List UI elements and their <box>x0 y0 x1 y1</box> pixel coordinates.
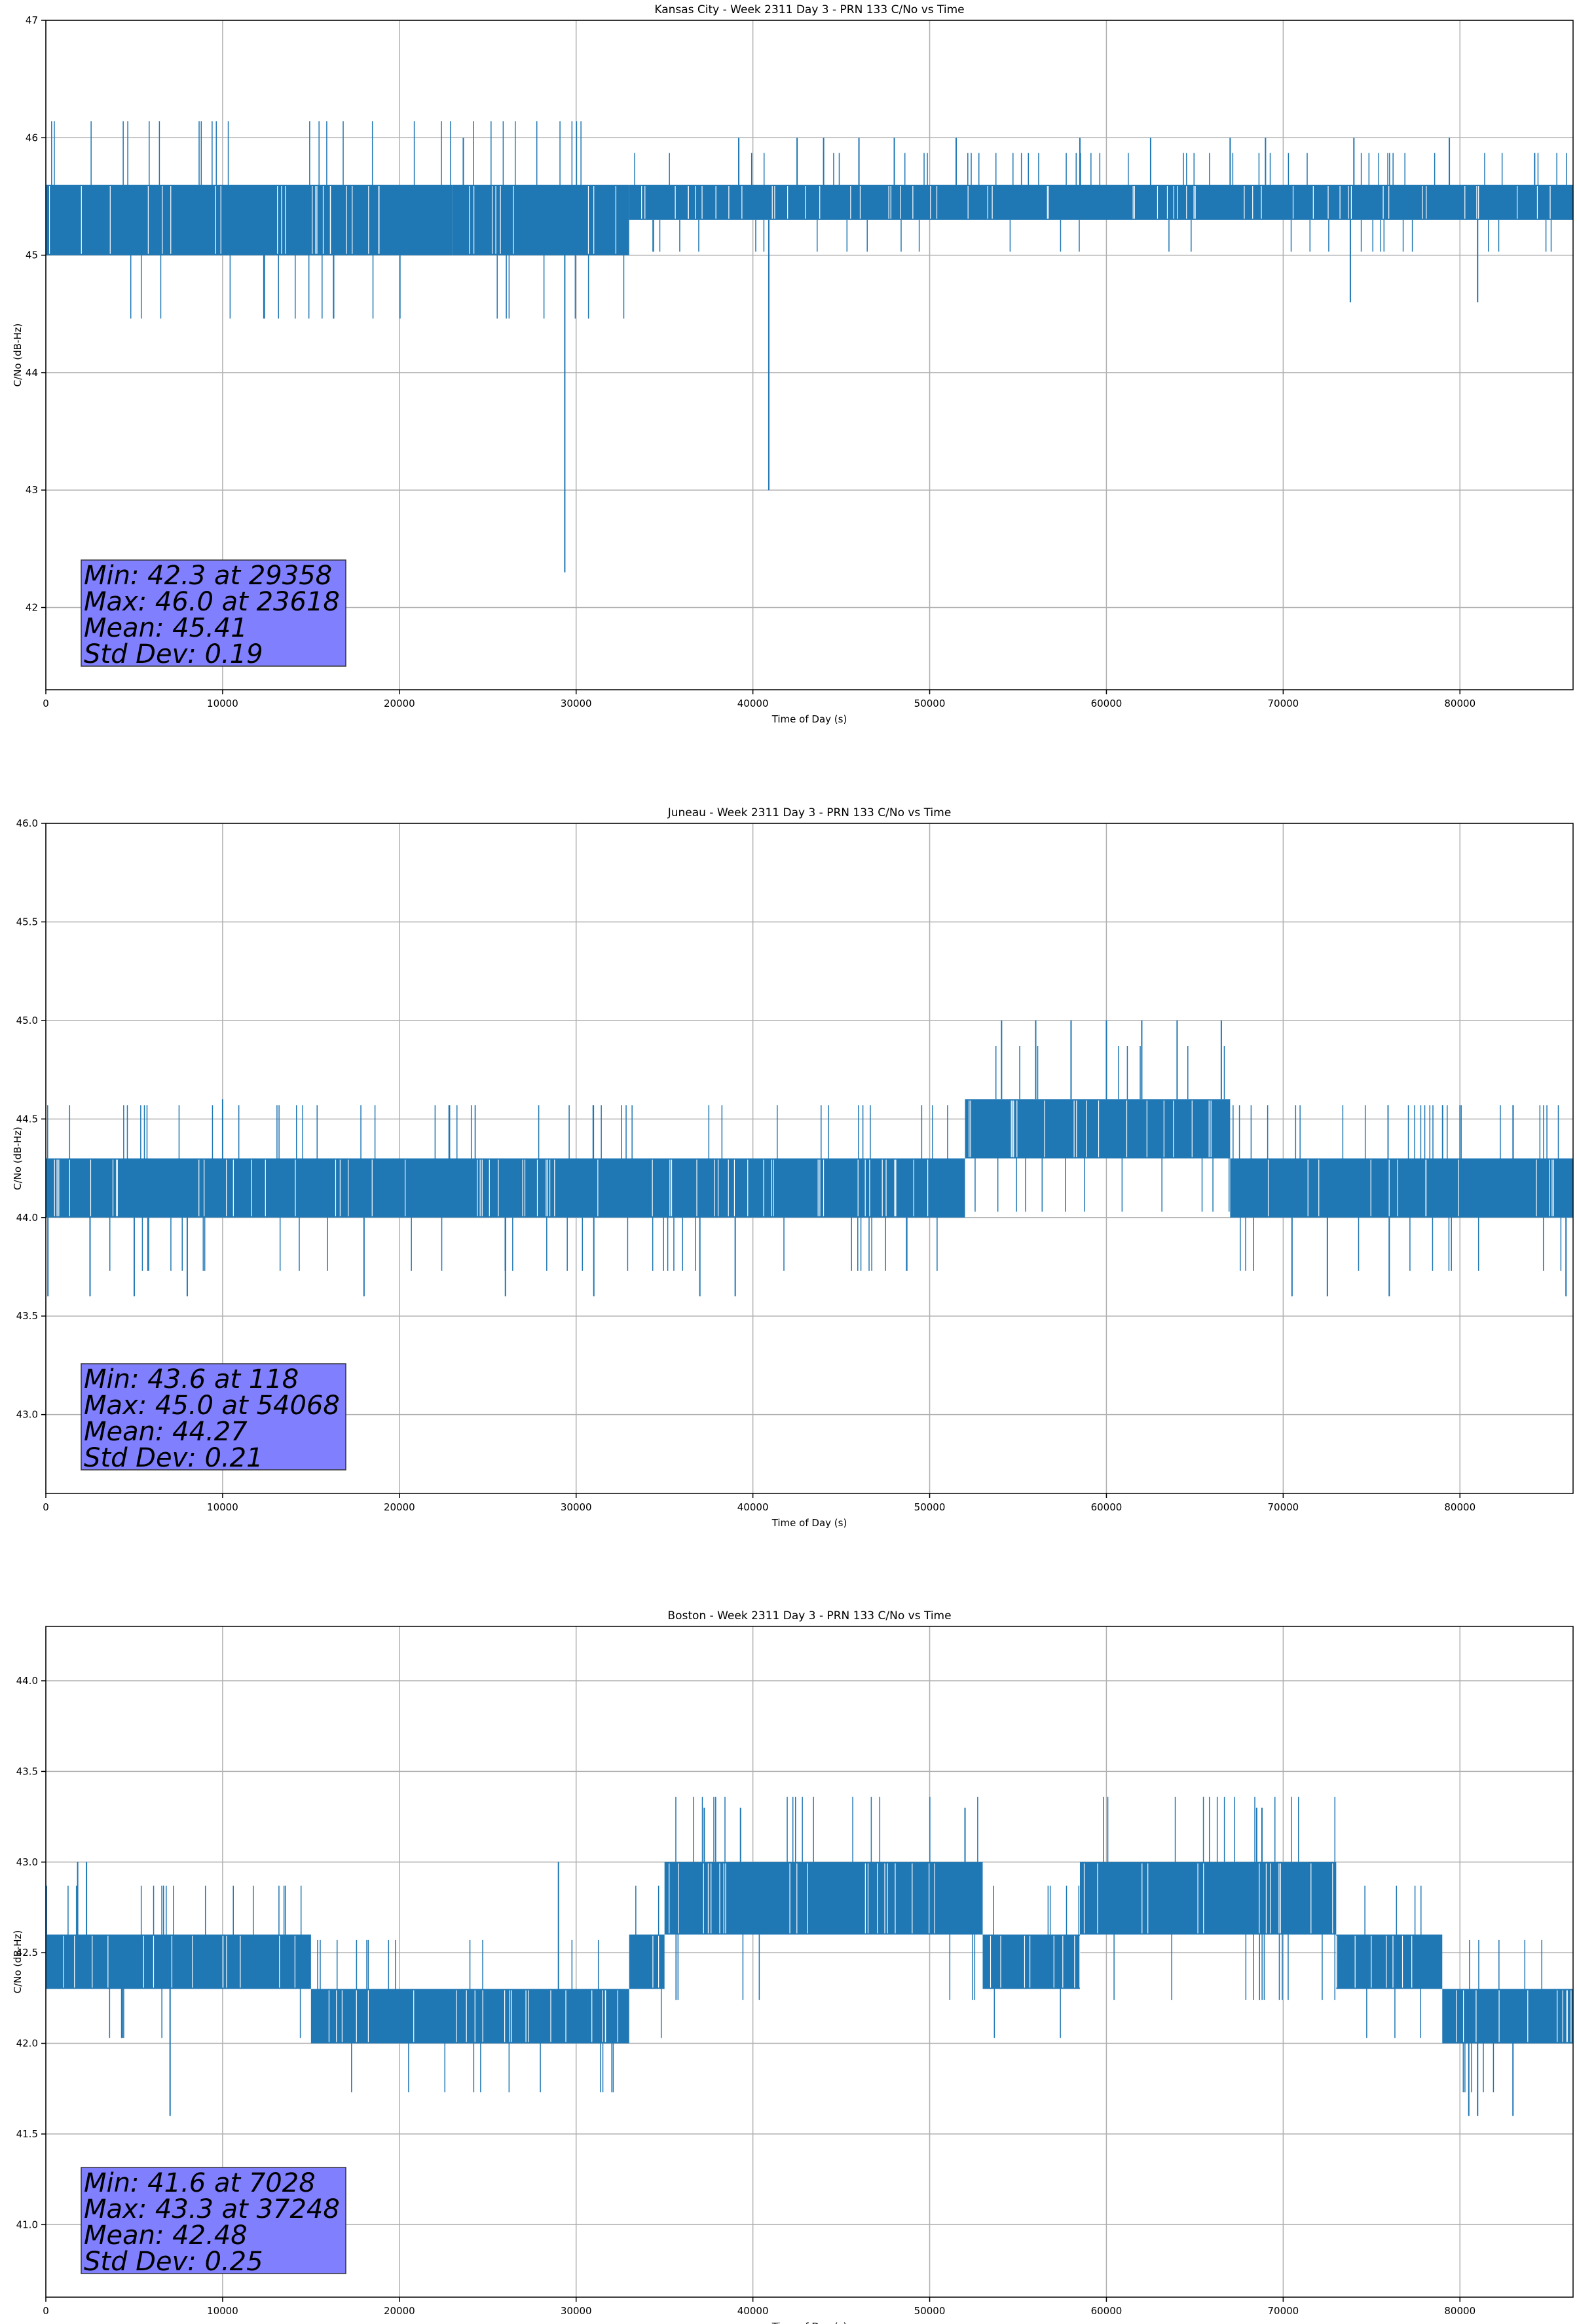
x-tick-label: 80000 <box>1444 1501 1475 1513</box>
y-tick-label: 45.5 <box>16 916 38 928</box>
x-tick-label: 30000 <box>561 1501 592 1513</box>
data-band <box>46 185 453 255</box>
y-axis-label: C/No (dB-Hz) <box>12 1930 24 1994</box>
stats-box-background <box>81 1363 346 1471</box>
data-band <box>982 1934 1080 1989</box>
x-tick-label: 20000 <box>384 1501 415 1513</box>
x-tick-label: 50000 <box>914 1501 946 1513</box>
y-tick-label: 43.0 <box>16 1409 38 1421</box>
x-tick-label: 0 <box>43 698 49 709</box>
x-tick-label: 60000 <box>1091 698 1122 709</box>
stats-box-background <box>81 559 346 667</box>
x-tick-label: 70000 <box>1267 2305 1299 2317</box>
data-band <box>1230 1158 1573 1218</box>
x-tick-label: 20000 <box>384 698 415 709</box>
y-tick-label: 46 <box>26 132 38 143</box>
data-band <box>1336 1934 1443 1989</box>
y-tick-label: 43 <box>26 484 38 496</box>
chart-2: 0 10000 20000 30000 40000 50000 60000 70000 8000… <box>12 806 1574 1529</box>
y-axis-label: C/No (dB-Hz) <box>12 324 24 387</box>
y-tick-label: 44 <box>26 367 38 379</box>
stats-min: Min: 41.6 at 7028 <box>84 2168 316 2198</box>
chart-1: 0 10000 20000 30000 40000 50000 60000 70000 8000… <box>12 3 1574 725</box>
plot-area <box>46 1797 1573 2116</box>
stats-box-background <box>81 2167 346 2274</box>
stats-max: Max: 46.0 at 23618 <box>84 587 340 617</box>
x-tick-label: 0 <box>43 1501 49 1513</box>
x-tick-label: 40000 <box>737 2305 769 2317</box>
data-band <box>965 1099 1231 1159</box>
stats-mean: Mean: 45.41 <box>84 613 248 643</box>
stats-max: Max: 45.0 at 54068 <box>84 1391 340 1421</box>
x-tick-label: 40000 <box>737 1501 769 1513</box>
stats-std-dev: Std Dev: 0.21 <box>84 1443 263 1473</box>
y-tick-label: 45.0 <box>16 1015 38 1026</box>
data-band <box>664 1862 983 1935</box>
stats-std-dev: Std Dev: 0.25 <box>84 2247 263 2277</box>
data-band <box>629 185 1573 220</box>
y-tick-label: 44.0 <box>16 1212 38 1224</box>
x-tick-label: 10000 <box>207 1501 238 1513</box>
y-tick-label: 45 <box>26 250 38 261</box>
y-tick-label: 41.0 <box>16 2219 38 2230</box>
y-tick-label: 42.0 <box>16 2038 38 2050</box>
x-axis-label: Time of Day (s) <box>771 2321 847 2324</box>
x-tick-label: 30000 <box>561 2305 592 2317</box>
axes-frame <box>45 1626 1574 2298</box>
x-tick-label: 50000 <box>914 2305 946 2317</box>
data-band <box>629 1934 665 1989</box>
data-band <box>46 1934 311 1989</box>
stats-min: Min: 43.6 at 118 <box>84 1364 299 1395</box>
x-tick-label: 10000 <box>207 698 238 709</box>
x-tick-label: 70000 <box>1267 1501 1299 1513</box>
y-tick-label: 43.0 <box>16 1856 38 1868</box>
data-band <box>452 185 629 255</box>
x-tick-label: 60000 <box>1091 1501 1122 1513</box>
axes-frame <box>45 823 1574 1494</box>
y-tick-label: 41.5 <box>16 2128 38 2140</box>
x-tick-label: 30000 <box>561 698 592 709</box>
stats-mean: Mean: 42.48 <box>84 2221 248 2251</box>
axes-frame <box>45 20 1574 690</box>
y-tick-label: 44.5 <box>16 1113 38 1125</box>
stats-min: Min: 42.3 at 29358 <box>84 561 332 591</box>
stats-std-dev: Std Dev: 0.19 <box>84 639 263 669</box>
data-band <box>310 1989 629 2044</box>
data-band <box>46 1158 965 1218</box>
stats-mean: Mean: 44.27 <box>84 1417 248 1447</box>
y-tick-label: 46.0 <box>16 817 38 829</box>
y-tick-label: 43.5 <box>16 1765 38 1777</box>
data-band <box>1079 1862 1337 1935</box>
x-tick-label: 40000 <box>737 698 769 709</box>
y-tick-label: 42 <box>26 601 38 613</box>
x-tick-label: 20000 <box>384 2305 415 2317</box>
x-tick-label: 0 <box>43 2305 49 2317</box>
plot-area <box>46 121 1573 572</box>
x-axis-label: Time of Day (s) <box>771 713 847 725</box>
plot-area <box>46 1020 1573 1297</box>
x-tick-label: 80000 <box>1444 698 1475 709</box>
chart-title: Kansas City - Week 2311 Day 3 - PRN 133 … <box>654 3 964 16</box>
stats-max: Max: 43.3 at 37248 <box>84 2194 340 2224</box>
x-axis-label: Time of Day (s) <box>771 1517 847 1529</box>
x-tick-label: 50000 <box>914 698 946 709</box>
x-tick-label: 80000 <box>1444 2305 1475 2317</box>
y-tick-label: 42.5 <box>16 1947 38 1959</box>
x-tick-label: 60000 <box>1091 2305 1122 2317</box>
y-tick-label: 47 <box>26 14 38 26</box>
y-tick-label: 44.0 <box>16 1675 38 1687</box>
data-band <box>1442 1989 1573 2044</box>
chart-title: Boston - Week 2311 Day 3 - PRN 133 C/No … <box>667 1609 951 1622</box>
chart-title: Juneau - Week 2311 Day 3 - PRN 133 C/No … <box>667 806 952 819</box>
y-tick-label: 43.5 <box>16 1310 38 1322</box>
x-tick-label: 70000 <box>1267 698 1299 709</box>
y-axis-label: C/No (dB-Hz) <box>12 1127 24 1190</box>
chart-3: 0 10000 20000 30000 40000 50000 60000 70000 8000… <box>12 1609 1574 2324</box>
x-tick-label: 10000 <box>207 2305 238 2317</box>
